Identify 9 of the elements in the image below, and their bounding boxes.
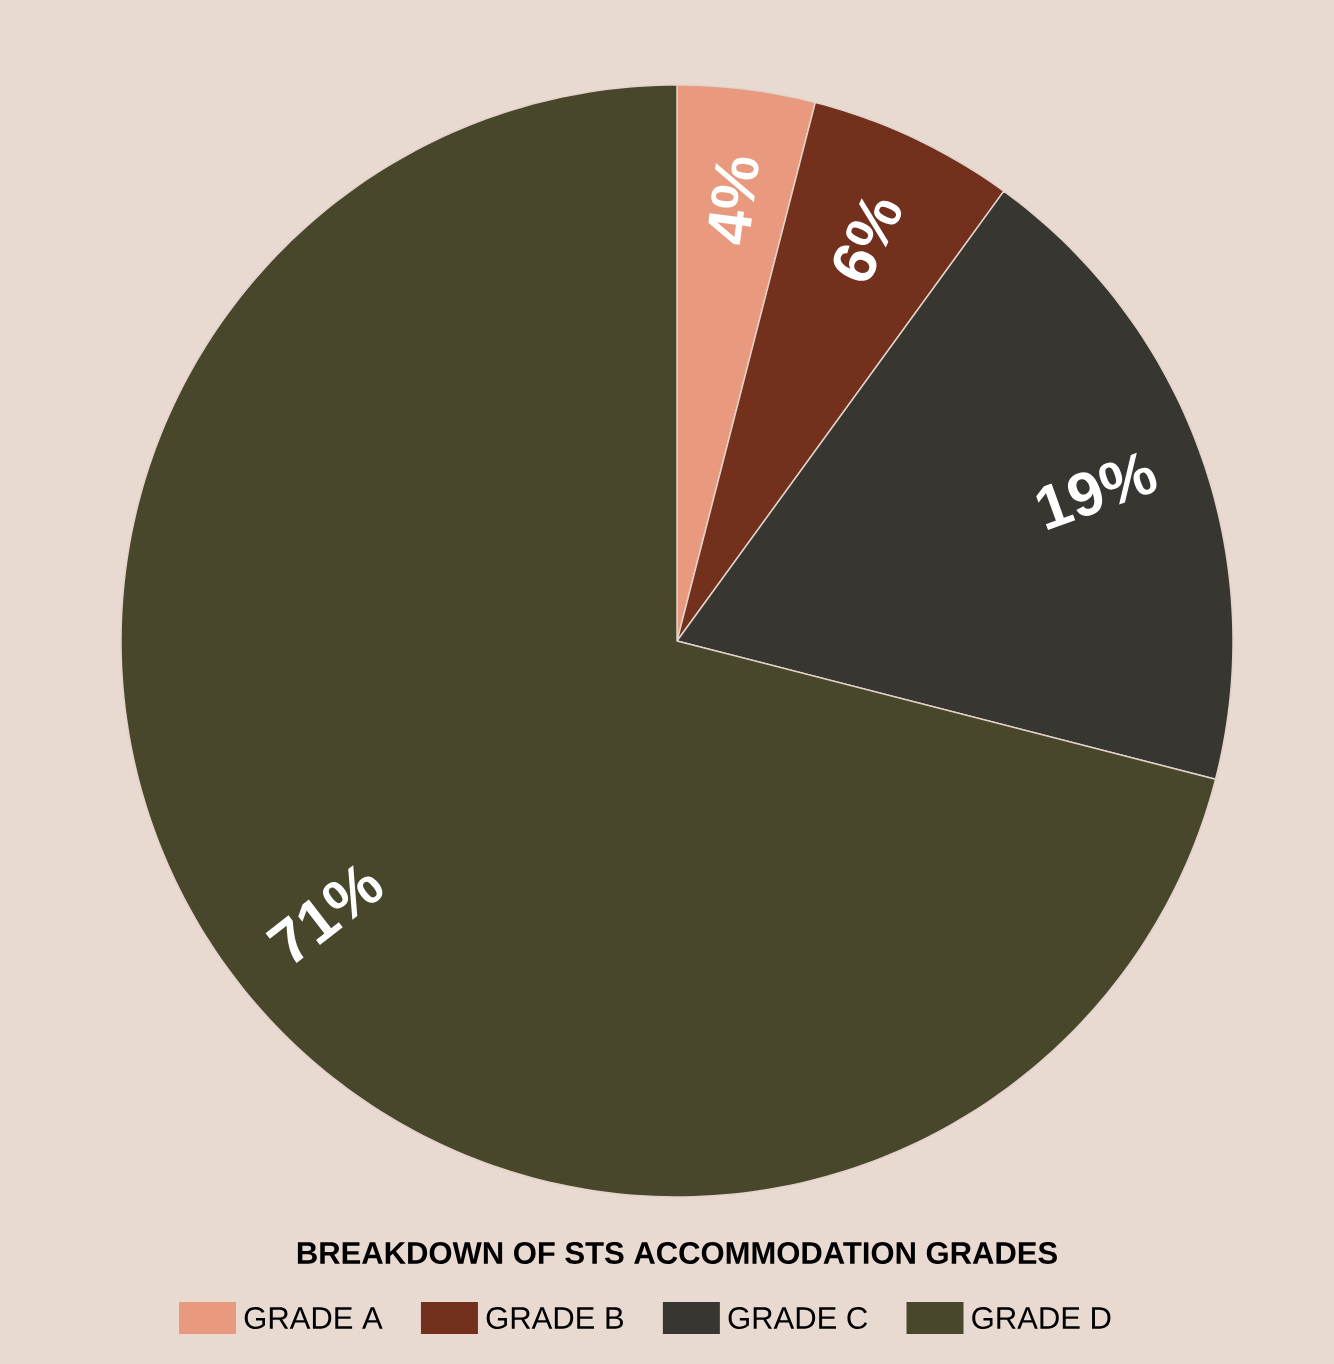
legend-label: GRADE A: [244, 1307, 383, 1329]
text: BREAKDOWN OF STS ACCOMMODATION GRADES: [297, 1242, 1057, 1264]
data-label: 4%: [708, 157, 759, 245]
legend-label: GRADE B: [486, 1307, 623, 1329]
data-label: 6%: [833, 198, 902, 281]
legend-label: GRADE D: [972, 1307, 1111, 1329]
legend-label: GRADE C: [728, 1307, 868, 1329]
data-label: 71%: [265, 865, 383, 964]
data-label: 19%: [1036, 452, 1157, 531]
